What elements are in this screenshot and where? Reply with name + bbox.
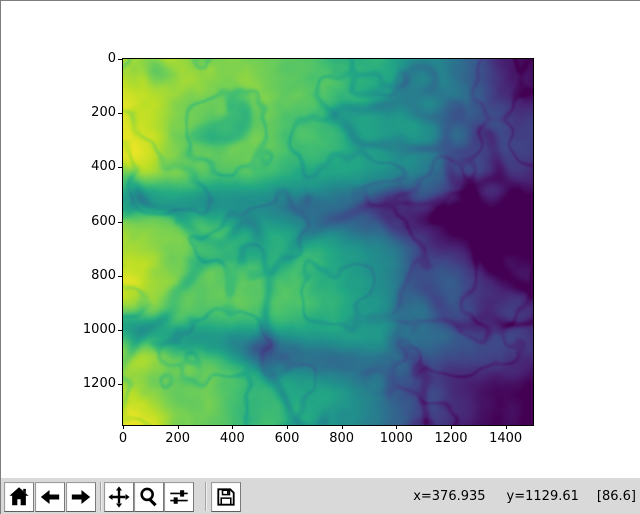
x-tick-label: 1000 xyxy=(379,431,413,446)
x-tick-label: 1200 xyxy=(434,431,468,446)
x-tick-label: 200 xyxy=(165,431,191,446)
back-icon xyxy=(40,490,60,504)
y-tick-mark xyxy=(118,113,122,115)
status-readout: x=376.935 y=1129.61 [86.6] xyxy=(413,478,636,514)
pan-icon xyxy=(108,486,130,508)
y-tick-label: 600 xyxy=(91,213,116,229)
x-tick-mark xyxy=(505,425,507,429)
y-tick-label: 200 xyxy=(91,105,116,121)
cursor-value-readout: [86.6] xyxy=(596,488,636,504)
x-tick-label: 1400 xyxy=(489,431,523,446)
x-tick-label: 600 xyxy=(274,431,300,446)
y-tick-mark xyxy=(118,384,122,386)
pan-button[interactable] xyxy=(104,482,134,512)
y-tick-mark xyxy=(118,330,122,332)
y-tick-mark xyxy=(118,221,122,223)
y-tick-label: 1000 xyxy=(82,322,116,338)
plot-area xyxy=(122,58,534,426)
y-tick-label: 0 xyxy=(107,51,116,66)
navigation-toolbar: x=376.935 y=1129.61 [86.6] xyxy=(1,478,640,514)
forward-button[interactable] xyxy=(66,482,96,512)
toolbar-separator xyxy=(205,482,207,511)
y-tick-label: 800 xyxy=(91,267,116,283)
cursor-x-readout: x=376.935 xyxy=(413,488,486,504)
home-icon xyxy=(9,487,29,506)
cursor-y-readout: y=1129.61 xyxy=(506,488,579,504)
zoom-icon xyxy=(140,487,157,507)
configure-subplots-button[interactable] xyxy=(164,482,194,512)
x-tick-mark xyxy=(396,425,398,429)
x-tick-mark xyxy=(177,425,179,429)
y-tick-label: 1200 xyxy=(82,376,116,392)
x-tick-mark xyxy=(451,425,452,429)
x-tick-mark xyxy=(341,425,343,429)
y-tick-mark xyxy=(118,167,122,169)
y-tick-mark xyxy=(118,59,122,60)
x-tick-mark xyxy=(123,425,124,429)
toolbar-separator xyxy=(100,482,102,511)
home-button[interactable] xyxy=(4,482,34,512)
back-button[interactable] xyxy=(35,482,65,512)
x-tick-label: 400 xyxy=(219,431,245,446)
save-button[interactable] xyxy=(211,482,241,512)
y-tick-mark xyxy=(118,275,122,277)
x-tick-label: 0 xyxy=(118,431,128,446)
save-icon xyxy=(217,488,235,506)
x-tick-mark xyxy=(287,425,288,429)
y-tick-label: 400 xyxy=(91,159,116,175)
zoom-button[interactable] xyxy=(134,482,164,512)
x-tick-label: 800 xyxy=(329,431,355,446)
x-tick-mark xyxy=(232,425,234,429)
subplots-icon xyxy=(170,490,188,504)
elevation-heatmap-canvas[interactable] xyxy=(123,59,533,425)
forward-icon xyxy=(71,490,91,504)
